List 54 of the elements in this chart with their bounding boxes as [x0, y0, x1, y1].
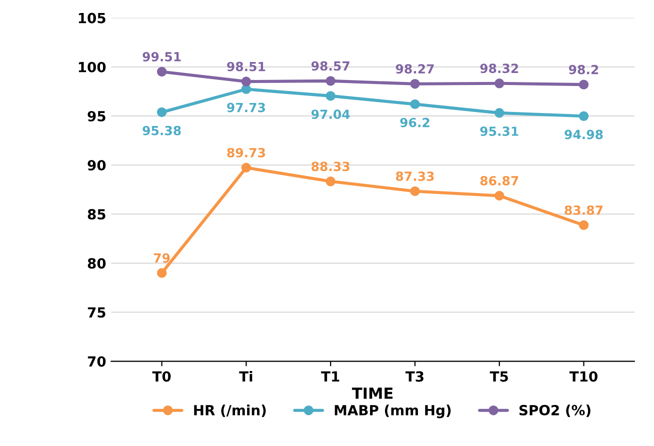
x-tick-label: T10: [569, 371, 598, 382]
data-label: 95.38: [142, 126, 181, 136]
data-label: 87.33: [396, 172, 434, 181]
y-tick-label: 95: [88, 110, 106, 122]
point: [326, 91, 336, 101]
point: [578, 111, 589, 122]
y-tick-label: 105: [78, 12, 106, 24]
y-tick-label: 90: [88, 160, 106, 170]
point: [410, 186, 420, 196]
data-label: 96.2: [400, 118, 430, 128]
data-label: 97.04: [311, 110, 350, 120]
point: [156, 268, 167, 278]
point: [241, 84, 252, 94]
data-label: 99.51: [142, 52, 181, 62]
data-label: 97.73: [227, 102, 265, 112]
point: [494, 190, 504, 201]
data-label: 98.32: [480, 64, 518, 74]
point: [578, 220, 589, 230]
data-label: 79: [154, 253, 170, 263]
x-axis-title: TIME: [352, 388, 393, 399]
y-tick-label: 100: [78, 62, 106, 72]
point: [410, 99, 420, 110]
legend-label: MABP (mm Hg): [334, 404, 451, 418]
x-tick-label: T0: [152, 371, 171, 382]
y-tick-label: 80: [88, 258, 106, 269]
data-label: 94.98: [564, 130, 603, 140]
data-label: 89.73: [227, 148, 265, 158]
point: [241, 162, 252, 173]
data-label: 98.57: [311, 61, 350, 71]
data-label: 98.51: [227, 62, 266, 72]
data-label: 95.31: [480, 126, 518, 136]
x-tick-label: T5: [490, 371, 508, 382]
data-label: 86.87: [480, 176, 518, 186]
point: [578, 80, 589, 90]
x-tick-label: T1: [321, 371, 340, 382]
point: [156, 107, 167, 118]
y-tick-label: 70: [88, 356, 106, 367]
x-tick-label: T3: [405, 371, 424, 382]
point: [410, 79, 420, 89]
y-tick-label: 75: [88, 307, 106, 318]
point: [494, 108, 504, 118]
point: [326, 176, 336, 186]
point: [494, 78, 504, 88]
point: [326, 76, 336, 86]
data-label: 88.33: [312, 162, 350, 172]
data-label: 98.27: [396, 64, 434, 74]
legend-label: SPO2 (%): [519, 404, 590, 418]
data-label: 98.2: [568, 64, 598, 74]
point: [241, 76, 252, 86]
y-tick-label: 85: [88, 209, 106, 220]
legend-label: HR (/min): [194, 404, 266, 418]
point: [156, 66, 167, 77]
data-label: 83.87: [564, 205, 603, 215]
x-tick-label: Ti: [239, 370, 252, 382]
